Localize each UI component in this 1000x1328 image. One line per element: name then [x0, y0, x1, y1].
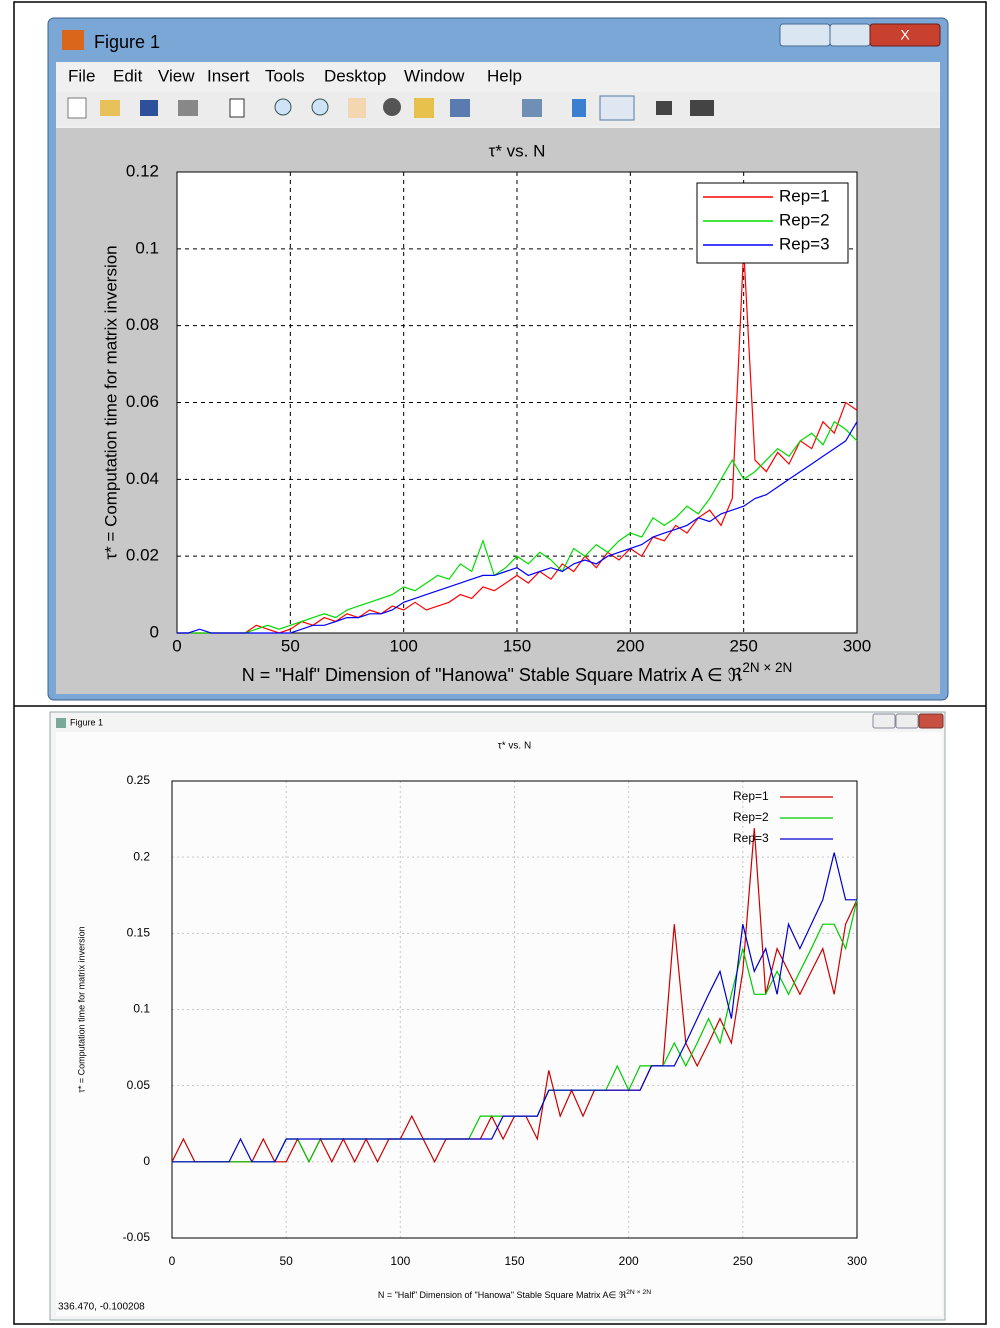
maximize-button[interactable] [895, 713, 919, 729]
y-tick-label: -0.05 [123, 1230, 151, 1244]
window-title: Figure 1 [70, 717, 103, 727]
close-button[interactable] [869, 23, 941, 47]
y-tick-label: 0.12 [126, 161, 159, 180]
x-tick-label: 50 [279, 1254, 293, 1268]
x-tick-label: 300 [843, 636, 871, 655]
y-tick-label: 0.05 [127, 1078, 151, 1092]
x-tick-label: 200 [619, 1254, 639, 1268]
menu-item[interactable]: Desktop [324, 66, 386, 85]
menu-item[interactable]: File [68, 66, 95, 85]
menu-item[interactable]: Edit [113, 66, 143, 85]
y-tick-label: 0.25 [127, 773, 151, 787]
status-coordinates: 336.470, -0.100208 [58, 1302, 145, 1313]
x-tick-label: 250 [733, 1254, 753, 1268]
x-axis-label-text: N = "Half" Dimension of "Hanowa" Stable … [242, 665, 743, 685]
minimize-button[interactable] [872, 713, 896, 729]
y-tick-label: 0.1 [135, 238, 159, 257]
data-line [177, 420, 858, 634]
plot-area [172, 781, 857, 1238]
legend-label: Rep=2 [779, 210, 830, 229]
window-title: Figure 1 [94, 32, 160, 52]
legend: Rep=1 Rep=2 Rep=3 [696, 182, 849, 264]
y-tick-label: 0 [143, 1154, 150, 1168]
x-axis-label-superscript: 2N × 2N [742, 659, 792, 674]
legend-label: Rep=3 [733, 831, 769, 845]
toolbar [56, 92, 940, 126]
y-tick-label: 0.2 [133, 849, 150, 863]
chart-title: τ* vs. N [489, 141, 546, 160]
y-tick-label: 0.1 [133, 1002, 150, 1016]
chart-title: τ* vs. N [498, 741, 531, 752]
x-axis-label-text: N = "Half" Dimension of "Hanowa" Stable … [378, 1290, 627, 1300]
menu-item[interactable]: View [158, 66, 195, 85]
menu-item[interactable]: Window [404, 66, 465, 85]
maximize-button[interactable] [829, 23, 871, 47]
x-tick-label: 250 [729, 636, 757, 655]
chart: τ* vs. N 0 0.02 0.04 0.06 0.08 0.1 0.12 0 50 100 15… [101, 141, 871, 684]
y-tick-label: 0.02 [126, 546, 159, 565]
y-tick-label: 0.06 [126, 392, 159, 411]
legend-label: Rep=1 [733, 789, 769, 803]
close-glyph: X [900, 27, 910, 43]
x-tick-label: 0 [172, 636, 181, 655]
x-axis-label: N = "Half" Dimension of "Hanowa" Stable … [242, 659, 793, 684]
x-axis-label-superscript: 2N × 2N [626, 1289, 651, 1296]
frame [13, 1, 987, 1325]
legend-label: Rep=1 [779, 186, 830, 205]
y-tick-label: 0.08 [126, 315, 159, 334]
legend-label: Rep=3 [779, 234, 830, 253]
toolbar-icons [67, 95, 714, 121]
plot-frame [176, 171, 858, 634]
window-icon [62, 30, 84, 50]
data-line [172, 852, 857, 1163]
x-tick-label: 200 [616, 636, 644, 655]
y-axis-label: τ* = Computation time for matrix inversi… [101, 245, 120, 559]
legend-label: Rep=2 [733, 810, 769, 824]
y-tick-label: 0 [150, 622, 159, 641]
plot-frame [171, 780, 858, 1239]
x-tick-label: 150 [504, 1254, 524, 1268]
y-tick-label: 0.15 [127, 926, 151, 940]
minimize-button[interactable] [779, 23, 831, 47]
close-button[interactable] [918, 713, 944, 729]
x-tick-label: 150 [503, 636, 531, 655]
x-tick-label: 300 [847, 1254, 867, 1268]
menu-item[interactable]: Help [487, 66, 522, 85]
window-icon [56, 718, 66, 728]
y-tick-label: 0.04 [126, 469, 159, 488]
data-line [177, 421, 858, 634]
legend: Rep=1 Rep=2 Rep=3 [733, 789, 833, 845]
x-tick-label: 0 [169, 1254, 176, 1268]
y-axis-label: τ* = Computation time for matrix inversi… [76, 926, 86, 1092]
chart: τ* vs. N -0.05 0 0.05 0.1 0.15 0.2 0.25 0 50 100 15… [76, 741, 867, 1301]
x-tick-label: 100 [390, 1254, 410, 1268]
x-tick-label: 100 [389, 636, 417, 655]
x-tick-label: 50 [281, 636, 300, 655]
x-axis-label: N = "Half" Dimension of "Hanowa" Stable … [378, 1289, 651, 1301]
menu-item[interactable]: Tools [265, 66, 305, 85]
menu-item[interactable]: Insert [207, 66, 250, 85]
